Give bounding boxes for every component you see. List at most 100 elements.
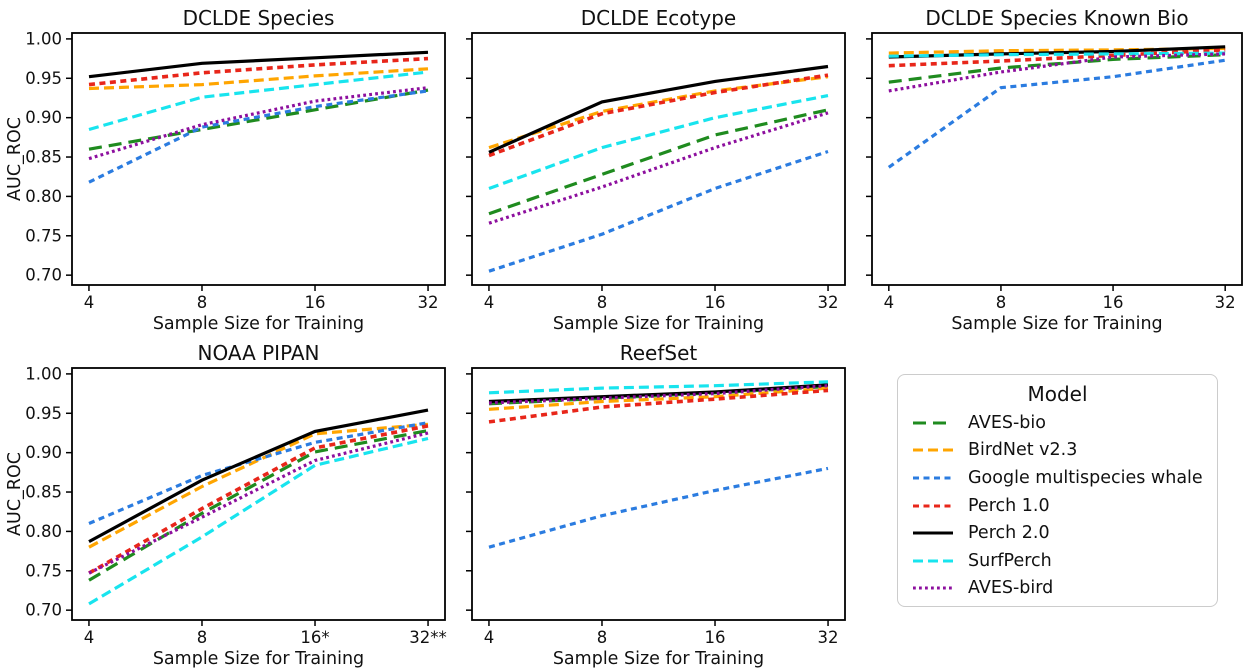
subplot-title: DCLDE Species Known Bio bbox=[925, 6, 1188, 30]
series-line-birdnet-v2-3 bbox=[88, 67, 429, 91]
series-line-google-multispecies-whale bbox=[488, 466, 829, 549]
legend-item-aves-bio: AVES-bio bbox=[898, 409, 1217, 437]
subplot-canvas: DCLDE Species Known Bio 4 8 16 32 Sample Size… bbox=[866, 6, 1243, 334]
y-tick-label: 1.00 bbox=[25, 364, 62, 383]
y-tick-label: 0.75 bbox=[25, 226, 62, 245]
series-line-perch-1-0 bbox=[88, 56, 429, 87]
series-line-perch-2-0 bbox=[88, 50, 429, 79]
axes-box bbox=[871, 32, 1243, 286]
legend-label: AVES-bio bbox=[968, 412, 1046, 433]
subplot-title: DCLDE Ecotype bbox=[581, 6, 736, 30]
legend-title: Model bbox=[1027, 382, 1088, 406]
x-tick-label: 8 bbox=[197, 293, 208, 312]
series-line-perch-1-0 bbox=[888, 48, 1226, 68]
legend-item-birdnet: BirdNet v2.3 bbox=[898, 437, 1217, 465]
series-line-google-multispecies-whale bbox=[88, 89, 429, 184]
x-tick-label: 32 bbox=[1215, 293, 1236, 312]
y-tick-label: 0.70 bbox=[25, 601, 62, 620]
series-line-perch-1-0 bbox=[488, 388, 829, 424]
x-tick-label: 8 bbox=[597, 293, 608, 312]
legend-label: Google multispecies whale bbox=[968, 467, 1203, 488]
x-tick-label: 4 bbox=[84, 293, 95, 312]
y-tick-label: 0.95 bbox=[25, 404, 62, 423]
subplot-dclde-species-known-bio: DCLDE Species Known Bio 4 8 16 32 Sample Size… bbox=[855, 0, 1250, 340]
series-line-perch-1-0 bbox=[88, 424, 429, 575]
x-tick-label: 4 bbox=[484, 293, 495, 312]
x-tick-label: 8 bbox=[597, 628, 608, 647]
legend-sample-line bbox=[913, 586, 953, 590]
legend-label: Perch 1.0 bbox=[968, 495, 1050, 516]
legend-label: BirdNet v2.3 bbox=[968, 440, 1078, 461]
x-tick-label: 16 bbox=[305, 293, 326, 312]
series-line-aves-bird bbox=[88, 86, 429, 161]
subplot-noaa-pipan: NOAA PIPAN 1.00 0.95 0.90 0.85 0.80 0.75 0.70 4 8… bbox=[0, 335, 460, 672]
y-tick-label: 0.80 bbox=[25, 187, 62, 206]
series-line-perch-2-0 bbox=[488, 64, 829, 154]
subplot-canvas: DCLDE Ecotype 4 8 16 32 Sample Size for Train… bbox=[466, 6, 846, 334]
x-tick-label: 16 bbox=[705, 293, 726, 312]
series-line-surfperch bbox=[88, 436, 429, 606]
axes-box bbox=[471, 367, 846, 621]
series-line-google-multispecies-whale bbox=[488, 149, 829, 273]
y-tick-label: 0.85 bbox=[25, 483, 62, 502]
y-tick-label: 0.75 bbox=[25, 561, 62, 580]
legend-item-aves-bird: AVES-bird bbox=[898, 575, 1217, 603]
y-tick-label: 1.00 bbox=[25, 29, 62, 48]
legend-item-surfperch: SurfPerch bbox=[898, 547, 1217, 575]
series-line-google-multispecies-whale bbox=[887, 58, 1226, 169]
x-tick-label: 8 bbox=[197, 628, 208, 647]
x-axis-label: Sample Size for Training bbox=[951, 314, 1162, 334]
series-line-google-multispecies-whale bbox=[88, 421, 429, 525]
y-tick-label: 0.80 bbox=[25, 522, 62, 541]
y-tick-label: 0.70 bbox=[25, 266, 62, 285]
legend-sample-line bbox=[913, 421, 953, 425]
legend-label: Perch 2.0 bbox=[968, 523, 1050, 544]
x-tick-label: 4 bbox=[484, 628, 495, 647]
series-line-surfperch bbox=[888, 51, 1226, 58]
series-line-perch-1-0 bbox=[488, 73, 829, 158]
series-line-birdnet-v2-3 bbox=[88, 422, 429, 549]
x-tick-label: 4 bbox=[884, 293, 895, 312]
x-tick-label: 16 bbox=[1103, 293, 1124, 312]
series-line-birdnet-v2-3 bbox=[888, 46, 1226, 55]
axes-box bbox=[471, 32, 846, 286]
series-line-surfperch bbox=[488, 94, 829, 191]
subplot-dclde-species: DCLDE Species 1.00 0.95 0.90 0.85 0.80 0.75 0.7… bbox=[0, 0, 460, 340]
series-line-aves-bio bbox=[88, 88, 429, 151]
x-axis-label: Sample Size for Training bbox=[553, 314, 764, 334]
x-tick-label: 16 bbox=[705, 628, 726, 647]
x-tick-label: 4 bbox=[84, 628, 95, 647]
x-tick-label: 32** bbox=[409, 628, 447, 647]
x-tick-label: 16* bbox=[300, 628, 329, 647]
subplot-dclde-ecotype: DCLDE Ecotype 4 8 16 32 Sample Size for Train… bbox=[455, 0, 855, 340]
legend-sample-line bbox=[913, 448, 953, 452]
legend-item-google-multispecies-whale: Google multispecies whale bbox=[898, 464, 1217, 492]
subplot-title: NOAA PIPAN bbox=[197, 341, 319, 365]
x-tick-label: 8 bbox=[996, 293, 1007, 312]
y-tick-label: 0.95 bbox=[25, 69, 62, 88]
series-line-aves-bio bbox=[488, 108, 829, 216]
x-axis-label: Sample Size for Training bbox=[553, 649, 764, 669]
subplot-canvas: NOAA PIPAN 1.00 0.95 0.90 0.85 0.80 0.75 0.70 4 8… bbox=[5, 341, 447, 669]
series-line-birdnet-v2-3 bbox=[488, 75, 829, 150]
legend-sample-line bbox=[913, 476, 953, 480]
legend-sample-line bbox=[913, 559, 953, 563]
legend-item-perch-1-0: Perch 1.0 bbox=[898, 492, 1217, 520]
series-line-aves-bird bbox=[888, 52, 1226, 93]
axes-box bbox=[71, 32, 446, 286]
legend-item-perch-2-0: Perch 2.0 bbox=[898, 519, 1217, 547]
axes-box bbox=[71, 367, 446, 621]
subplot-title: ReefSet bbox=[620, 341, 698, 365]
series-line-surfperch bbox=[488, 380, 829, 395]
y-tick-label: 0.85 bbox=[25, 148, 62, 167]
x-axis-label: Sample Size for Training bbox=[153, 314, 364, 334]
legend-box: Model AVES-bio BirdNet v2.3 Google multi… bbox=[897, 374, 1218, 607]
subplot-canvas: DCLDE Species 1.00 0.95 0.90 0.85 0.80 0.75 0.7… bbox=[5, 6, 446, 334]
y-tick-label: 0.90 bbox=[25, 108, 62, 127]
y-axis-label: AUC_ROC bbox=[5, 117, 25, 201]
y-axis-label: AUC_ROC bbox=[5, 452, 25, 536]
subplot-reefset: ReefSet 4 8 16 32 Sample Size for Training bbox=[455, 335, 855, 672]
x-tick-label: 32 bbox=[418, 293, 439, 312]
legend-sample-line bbox=[913, 531, 953, 535]
series-line-surfperch bbox=[88, 70, 429, 132]
